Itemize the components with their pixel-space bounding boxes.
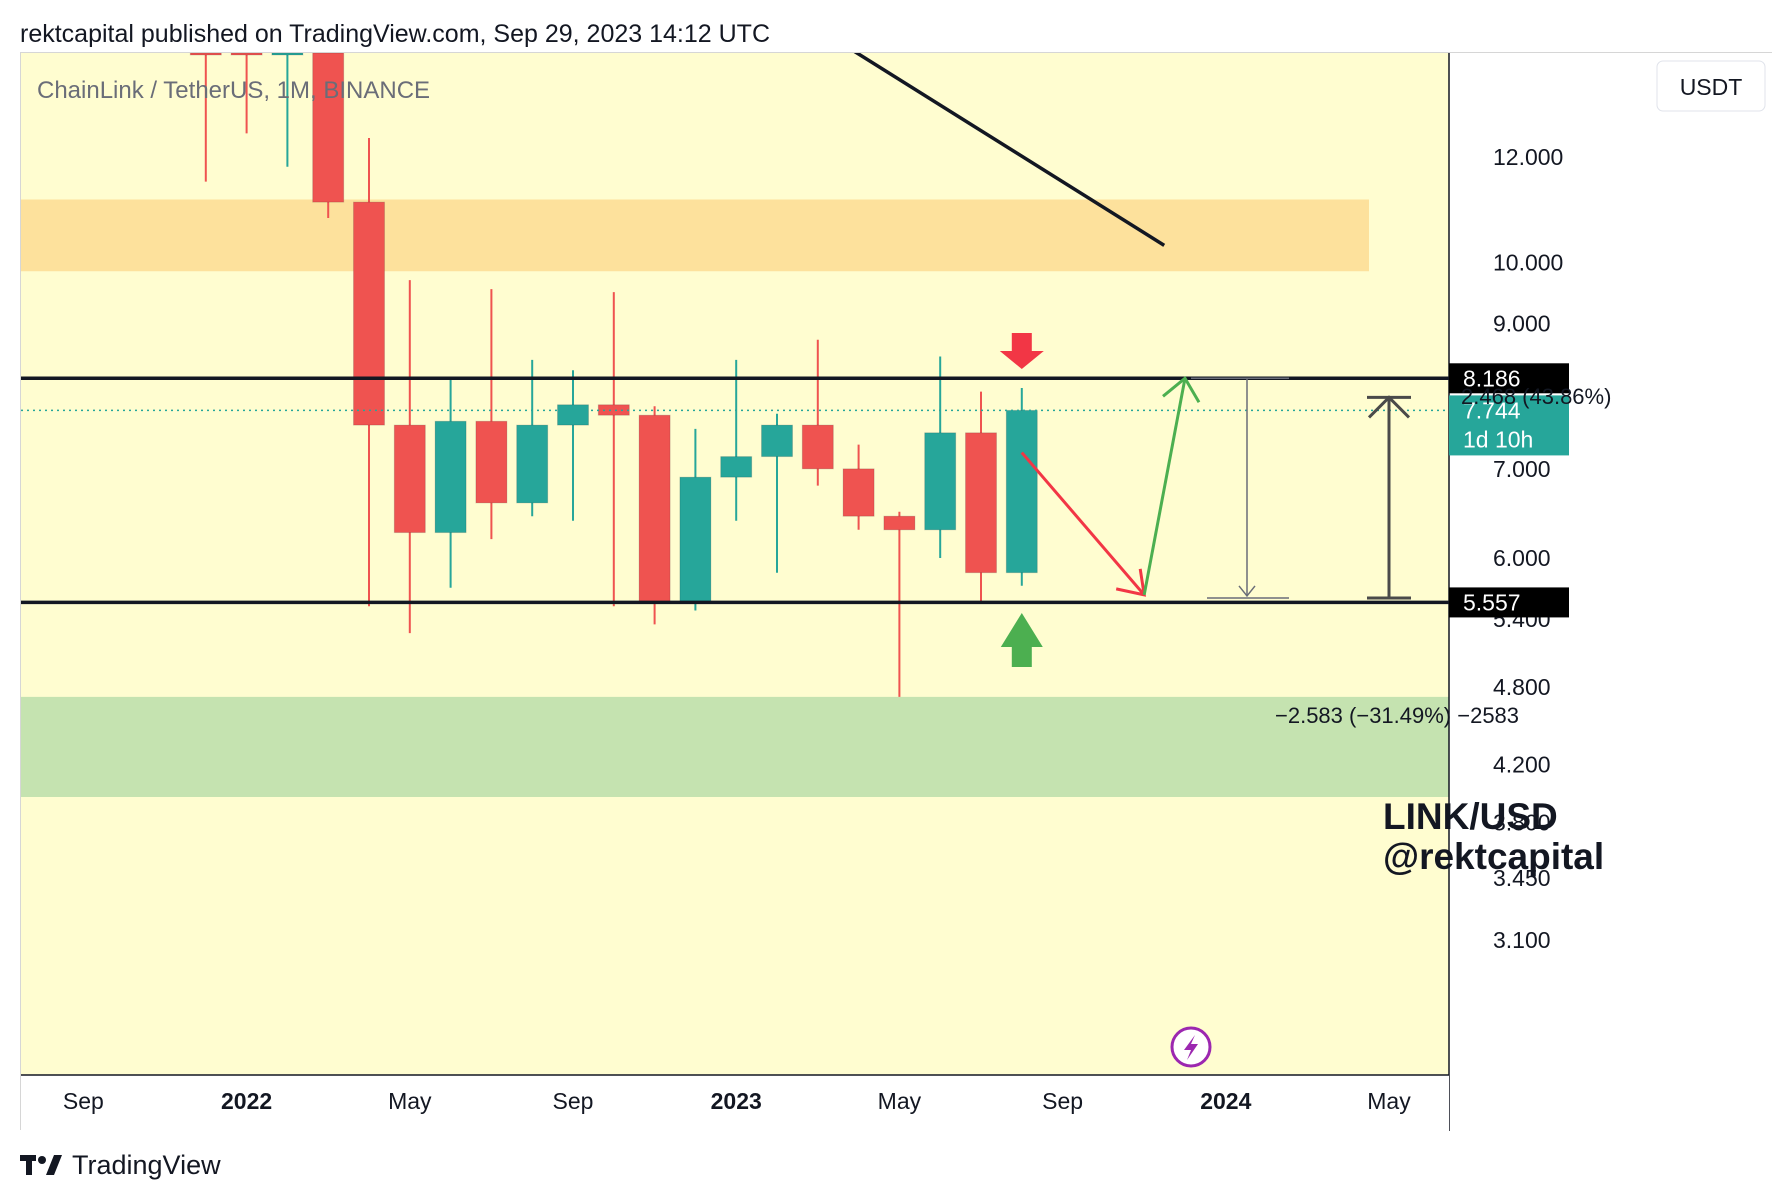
watermark-pair: LINK/USD bbox=[1383, 796, 1558, 837]
symbol-label: ChainLink / TetherUS, 1M, BINANCE bbox=[37, 77, 430, 104]
x-tick-label: 2022 bbox=[221, 1088, 272, 1114]
x-tick-label: May bbox=[388, 1088, 432, 1114]
x-tick-label: 2024 bbox=[1200, 1088, 1251, 1114]
trendline[interactable] bbox=[471, 53, 1166, 247]
candle-body[interactable] bbox=[638, 414, 671, 604]
tradingview-logo-icon bbox=[20, 1153, 64, 1179]
candle-body[interactable] bbox=[842, 468, 875, 517]
candle-body[interactable] bbox=[312, 53, 345, 203]
green_zone bbox=[21, 696, 1449, 797]
time-axis-background bbox=[21, 1075, 1449, 1131]
y-tick-label: 6.000 bbox=[1493, 545, 1551, 571]
chart-frame[interactable]: 12.000 10.000 9.000 7.000 6.000 5.400 4.800 4.2… bbox=[20, 52, 1773, 1131]
y-tick-label: 4.800 bbox=[1493, 674, 1551, 700]
candle-body[interactable] bbox=[189, 53, 222, 56]
candle-body[interactable] bbox=[393, 424, 426, 534]
trendline-layer bbox=[471, 53, 1166, 247]
usdt-button[interactable]: USDT bbox=[1656, 60, 1766, 112]
candle-body[interactable] bbox=[965, 432, 997, 574]
candle-body[interactable] bbox=[1005, 409, 1038, 574]
green-up-arrow-icon bbox=[1000, 613, 1043, 667]
y-tick-label: 9.000 bbox=[1493, 310, 1551, 336]
x-tick-label: May bbox=[1367, 1088, 1411, 1114]
candle-body[interactable] bbox=[761, 424, 793, 458]
y-tick-label: 3.100 bbox=[1493, 927, 1551, 953]
support-price-tag[interactable] bbox=[1449, 587, 1569, 618]
y-tick-label: 7.000 bbox=[1493, 456, 1551, 482]
candle-body[interactable] bbox=[230, 53, 263, 56]
usdt-button-label: USDT bbox=[1680, 74, 1743, 100]
drawings-layer bbox=[999, 333, 1411, 667]
red-down-arrow-icon bbox=[999, 333, 1044, 369]
axes-layer: 12.00010.0009.0007.0006.0005.4004.8004.2… bbox=[21, 53, 1773, 1131]
footer: TradingView bbox=[20, 1150, 221, 1181]
projection-up-arrowhead bbox=[1162, 376, 1201, 404]
up-measure-label: 2.468 (43.86%) bbox=[1461, 384, 1611, 409]
resistance-price-tag-label: 8.186 bbox=[1463, 365, 1521, 391]
projection-down-line[interactable] bbox=[1020, 451, 1146, 596]
candle-body[interactable] bbox=[679, 476, 712, 604]
x-tick-label: Sep bbox=[553, 1088, 594, 1114]
candles-layer bbox=[189, 53, 1038, 697]
y-tick-label: 12.000 bbox=[1493, 144, 1563, 170]
projection-up-line[interactable] bbox=[1142, 378, 1187, 596]
publish-header: rektcapital published on TradingView.com… bbox=[20, 20, 770, 48]
candle-body[interactable] bbox=[557, 404, 589, 426]
y-tick-label: 4.200 bbox=[1493, 751, 1551, 777]
x-tick-label: 2023 bbox=[711, 1088, 762, 1114]
current-price-tag-label: 7.744 bbox=[1463, 397, 1521, 423]
candle-body[interactable] bbox=[801, 424, 834, 470]
lightning-icon[interactable] bbox=[1170, 1026, 1212, 1068]
price-chart[interactable]: 12.00010.0009.0007.0006.0005.4004.8004.2… bbox=[21, 53, 1773, 1131]
x-tick-label: Sep bbox=[63, 1088, 104, 1114]
measure-down-arrowhead bbox=[1238, 585, 1256, 598]
y-tick-label: 3.800 bbox=[1493, 809, 1551, 835]
y-tick-label: 3.450 bbox=[1493, 865, 1551, 891]
candle-body[interactable] bbox=[883, 515, 916, 531]
candle-body[interactable] bbox=[516, 424, 549, 504]
x-tick-label: Sep bbox=[1042, 1088, 1083, 1114]
current-price-tag-label: 1d 10h bbox=[1463, 426, 1533, 452]
candle-body[interactable] bbox=[475, 420, 508, 504]
support-price-tag-label: 5.557 bbox=[1463, 589, 1521, 615]
down-measure-label: −2.583 (−31.49%) −2583 bbox=[1275, 703, 1519, 728]
watermark-handle: @rektcapital bbox=[1383, 836, 1604, 877]
y-tick-label: 10.000 bbox=[1493, 249, 1563, 275]
candle-body[interactable] bbox=[597, 404, 630, 416]
tradingview-brand: TradingView bbox=[72, 1150, 221, 1180]
resistance-price-tag[interactable] bbox=[1449, 363, 1569, 394]
x-tick-label: May bbox=[878, 1088, 922, 1114]
orange_zone bbox=[21, 199, 1369, 272]
candle-body[interactable] bbox=[353, 201, 385, 426]
current-price-tag[interactable] bbox=[1449, 395, 1569, 456]
zones-layer bbox=[21, 199, 1449, 797]
candle-body[interactable] bbox=[271, 53, 304, 56]
candle-body[interactable] bbox=[720, 456, 753, 478]
candle-body[interactable] bbox=[434, 420, 467, 534]
candle-body[interactable] bbox=[924, 432, 957, 531]
